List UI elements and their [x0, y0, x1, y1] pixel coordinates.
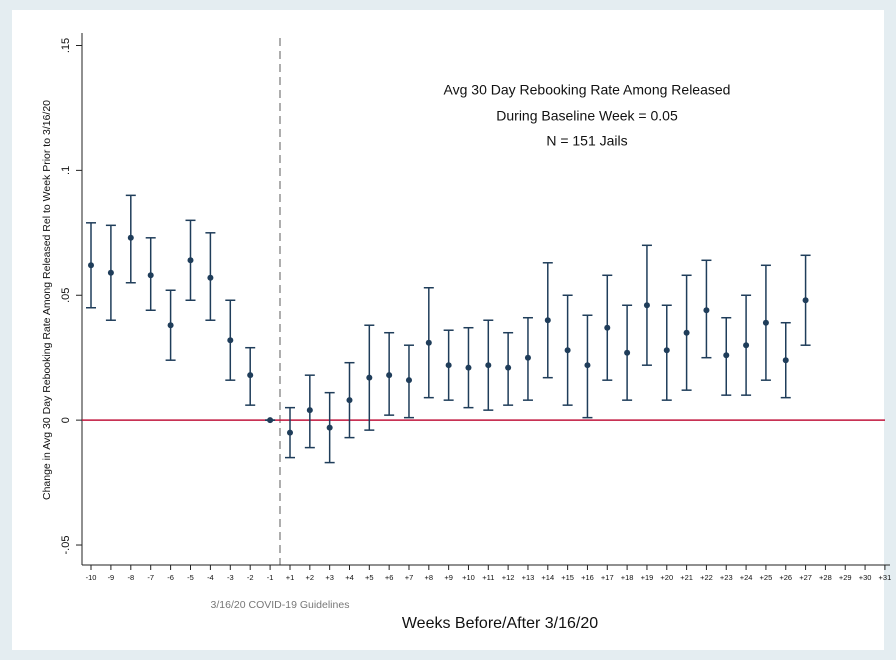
x-tick-label: +7	[405, 573, 414, 582]
x-tick-label: +8	[425, 573, 434, 582]
x-tick-label: -1	[267, 573, 274, 582]
x-tick-label: -10	[86, 573, 97, 582]
point	[306, 407, 313, 414]
point	[584, 362, 591, 369]
point	[167, 322, 174, 329]
point	[663, 347, 670, 354]
x-tick-label: -6	[167, 573, 174, 582]
x-tick-label: +16	[581, 573, 594, 582]
x-tick-label: -4	[207, 573, 214, 582]
point	[782, 357, 789, 364]
point	[683, 329, 690, 336]
point	[465, 364, 472, 371]
point	[326, 424, 333, 431]
point	[524, 354, 531, 361]
x-tick-label: +27	[799, 573, 812, 582]
y-tick-label: .05	[60, 288, 72, 303]
x-tick-label: +9	[444, 573, 453, 582]
point	[802, 297, 809, 304]
point	[604, 324, 611, 331]
point	[485, 362, 492, 369]
x-tick-label: +5	[365, 573, 374, 582]
x-tick-label: +21	[680, 573, 693, 582]
point	[703, 307, 710, 314]
point	[445, 362, 452, 369]
x-tick-label: +28	[819, 573, 832, 582]
point	[88, 262, 94, 269]
x-tick-label: +23	[720, 573, 733, 582]
point	[147, 272, 154, 279]
x-tick-label: -2	[247, 573, 254, 582]
x-tick-label: +3	[325, 573, 334, 582]
x-tick-label: +2	[306, 573, 315, 582]
x-tick-label: +18	[621, 573, 634, 582]
x-tick-label: +25	[760, 573, 773, 582]
annotation: N = 151 Jails	[546, 133, 627, 149]
x-tick-label: +29	[839, 573, 852, 582]
point	[762, 319, 769, 326]
y-tick-label: .15	[60, 38, 72, 53]
x-tick-label: -5	[187, 573, 194, 582]
event-label: 3/16/20 COVID-19 Guidelines	[211, 599, 350, 611]
point	[227, 337, 234, 344]
point	[267, 417, 274, 424]
x-tick-label: +13	[522, 573, 535, 582]
x-tick-label: +15	[561, 573, 574, 582]
point	[287, 429, 293, 436]
point	[366, 374, 373, 381]
x-tick-label: +14	[541, 573, 554, 582]
point	[127, 234, 134, 241]
x-tick-label: -8	[127, 573, 134, 582]
point	[346, 397, 353, 404]
point	[643, 302, 650, 309]
x-tick-label: +22	[700, 573, 713, 582]
x-tick-label: +19	[641, 573, 654, 582]
x-tick-label: +17	[601, 573, 614, 582]
x-tick-label: +10	[462, 573, 475, 582]
point	[723, 352, 730, 359]
x-axis-label: Weeks Before/After 3/16/20	[402, 615, 598, 632]
point	[207, 274, 214, 281]
x-tick-label: +11	[482, 573, 494, 582]
x-tick-label: +31	[879, 573, 892, 582]
annotation: Avg 30 Day Rebooking Rate Among Released	[444, 82, 731, 98]
y-axis-label: Change in Avg 30 Day Rebooking Rate Amon…	[41, 100, 53, 500]
x-tick-label: -3	[227, 573, 234, 582]
y-tick-label: 0	[60, 417, 72, 423]
y-tick-label: .1	[60, 166, 72, 175]
point	[386, 372, 393, 379]
point	[425, 339, 432, 346]
point	[505, 364, 512, 371]
x-tick-label: +4	[345, 573, 354, 582]
point	[247, 372, 254, 379]
x-tick-label: +1	[286, 573, 295, 582]
point	[405, 377, 412, 384]
x-tick-label: +30	[859, 573, 872, 582]
annotation: During Baseline Week = 0.05	[496, 108, 678, 124]
x-tick-label: +6	[385, 573, 394, 582]
point	[564, 347, 571, 354]
x-tick-label: +20	[660, 573, 673, 582]
x-tick-label: +26	[779, 573, 792, 582]
y-tick-label: -.05	[60, 536, 72, 555]
point	[624, 349, 631, 356]
point	[544, 317, 551, 324]
x-tick-label: -7	[147, 573, 154, 582]
x-tick-label: -9	[108, 573, 115, 582]
point	[187, 257, 194, 264]
x-tick-label: +12	[502, 573, 515, 582]
x-tick-label: +24	[740, 573, 753, 582]
point	[107, 269, 114, 276]
point	[743, 342, 750, 349]
